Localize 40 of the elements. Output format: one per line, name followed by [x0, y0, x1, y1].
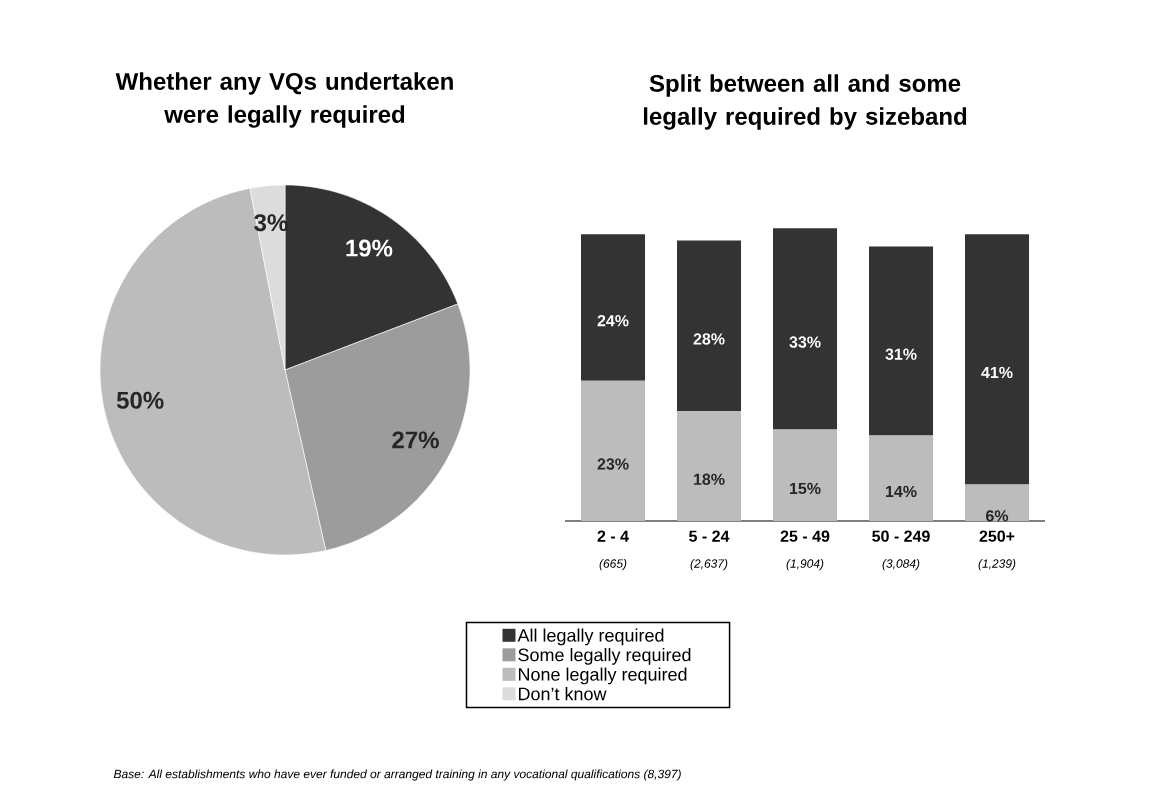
data-label: 50%	[116, 391, 164, 409]
bar	[773, 429, 838, 521]
bar	[869, 246, 934, 436]
bar	[965, 234, 1030, 485]
x-tick-label: 50 - 249	[872, 530, 930, 542]
x-tick-label: 2 - 4	[597, 530, 629, 542]
chart-title: Whether any VQs undertaken were legally required	[115, 72, 453, 128]
legend-label: None legally required	[518, 667, 687, 685]
x-tick-label: 250+	[979, 530, 1015, 542]
data-label: 41%	[981, 366, 1013, 379]
text: (665)	[599, 558, 627, 571]
bar	[677, 411, 742, 521]
x-tick-label: 5 - 24	[689, 530, 730, 542]
chart-title: Split between all and some legally required by sizeband	[643, 74, 967, 130]
legend-label: All legally required	[517, 628, 664, 646]
data-label: 19%	[346, 239, 393, 257]
data-label: 18%	[694, 473, 725, 485]
data-label: 27%	[392, 431, 439, 449]
data-label: 33%	[789, 336, 821, 348]
data-label: 15%	[790, 482, 821, 495]
text: (3,084)	[882, 558, 920, 571]
bar	[581, 234, 646, 381]
bar	[677, 240, 742, 412]
x-tick-label: 25 - 49	[780, 530, 830, 542]
data-label: 31%	[885, 348, 917, 360]
legend-label: Some legally required	[518, 648, 691, 665]
bar	[581, 380, 646, 521]
text: Base: All establishments who have ever funded or arranged training in any vocational qualifications (8,397)	[113, 769, 681, 781]
bar	[965, 484, 1030, 521]
legend-label: Don’t know	[518, 687, 607, 701]
data-label: 6%	[986, 510, 1009, 522]
data-label: 28%	[693, 333, 725, 345]
bar	[773, 228, 838, 430]
text: (1,239)	[978, 558, 1016, 571]
text: (2,637)	[690, 558, 728, 571]
data-label: 24%	[597, 315, 629, 327]
bar	[869, 435, 934, 521]
text: (1,904)	[786, 558, 824, 571]
data-label: 14%	[886, 485, 917, 498]
data-label: 23%	[597, 458, 629, 470]
